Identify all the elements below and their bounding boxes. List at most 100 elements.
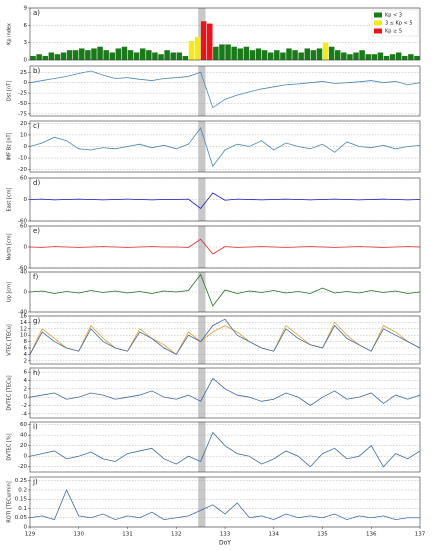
plot-frame: [29, 367, 421, 419]
bar: [72, 50, 79, 60]
plot-frame: [29, 271, 421, 313]
bar: [30, 55, 36, 60]
bar: [182, 55, 189, 60]
bar: [243, 46, 250, 60]
data-line: [29, 127, 421, 168]
x-tick-label: 129: [25, 532, 36, 538]
y-tick-label: 0: [24, 395, 28, 401]
bar: [146, 50, 152, 60]
panel-label: f): [33, 273, 38, 281]
y-tick-label: -20: [18, 464, 27, 470]
panel-label: j): [32, 478, 38, 486]
y-tick-label: 10: [20, 132, 27, 138]
y-tick-label: 0.15: [15, 497, 28, 503]
y-tick-label: 0: [24, 245, 28, 251]
y-tick-label: -20: [18, 167, 27, 173]
legend-swatch: [374, 20, 382, 26]
storm-highlight: [198, 368, 206, 418]
bar: [36, 54, 42, 60]
bar: [158, 54, 164, 60]
bar: [310, 50, 317, 60]
y-axis-label: Up [cm]: [7, 282, 13, 302]
x-tick-label: 134: [269, 532, 280, 538]
x-tick-label: 137: [415, 532, 426, 538]
bar: [109, 52, 116, 60]
y-tick-label: 60: [20, 422, 27, 428]
y-axis-label: Dst [nT]: [7, 81, 13, 101]
legend-swatch: [374, 12, 382, 18]
bar: [359, 50, 365, 60]
y-tick-label: 0: [24, 144, 28, 150]
bar: [261, 50, 268, 60]
y-tick-label: 0: [24, 525, 28, 531]
y-tick-label: -10: [18, 156, 27, 162]
plot-frame: [29, 177, 421, 222]
bar: [121, 46, 128, 60]
y-axis-label: ROTI [TECu/min]: [7, 481, 13, 522]
y-tick-label: 6: [24, 370, 28, 376]
legend-label: Kp ≥ 5: [385, 29, 402, 35]
plot-frame: [29, 315, 421, 365]
bar: [54, 54, 61, 60]
legend-swatch: [374, 28, 382, 34]
bar: [48, 52, 55, 60]
bar: [60, 52, 67, 60]
y-tick-label: -75: [18, 111, 27, 117]
data-line: [29, 377, 421, 406]
y-tick-label: 6: [24, 23, 28, 29]
y-axis-label: North [cm]: [7, 233, 13, 260]
panel-label: h): [33, 369, 40, 377]
y-tick-label: 0: [24, 197, 28, 203]
y-tick-label: 40: [20, 270, 27, 276]
bar: [164, 50, 170, 60]
data-line: [29, 488, 420, 521]
bar: [176, 52, 183, 60]
bar: [225, 44, 231, 60]
y-axis-label: IMF Bz [nT]: [7, 132, 13, 160]
bar: [97, 46, 103, 60]
y-tick-label: 20: [20, 121, 27, 127]
y-tick-label: 0.25: [15, 478, 28, 484]
bar: [85, 50, 91, 60]
data-line: [29, 318, 421, 355]
data-line: [29, 321, 421, 356]
y-tick-label: 4: [24, 352, 28, 358]
bar: [341, 52, 347, 60]
plot-frame: [29, 7, 421, 61]
y-tick-label: -60: [18, 266, 27, 272]
y-tick-label: 2: [24, 386, 28, 392]
storm-highlight: [198, 422, 206, 472]
panel-label: g): [33, 317, 40, 325]
y-tick-label: 14: [20, 320, 27, 326]
y-tick-label: -2: [22, 403, 27, 409]
legend-label: Kp < 3: [385, 13, 402, 19]
bar: [328, 46, 335, 60]
y-tick-label: -50: [18, 101, 27, 107]
plot-frame: [29, 120, 421, 173]
data-line: [29, 192, 421, 210]
bar: [249, 50, 256, 60]
y-axis-label: Kp index: [7, 23, 13, 45]
bar: [371, 54, 378, 60]
y-axis-label: DVTEC [TECu]: [7, 375, 13, 410]
y-tick-label: -25: [18, 91, 27, 97]
plot-frame: [29, 476, 421, 528]
panel-label: b): [33, 67, 40, 75]
data-line: [29, 238, 421, 255]
bar: [365, 54, 371, 60]
y-tick-label: 0.2: [18, 487, 27, 493]
y-tick-label: 60: [20, 224, 27, 230]
bar: [280, 52, 286, 60]
panel-label: e): [33, 227, 40, 235]
plot-frame: [29, 65, 421, 117]
bar: [395, 52, 402, 60]
bar: [402, 55, 408, 60]
bar: [334, 50, 341, 60]
bar: [103, 50, 109, 60]
y-tick-label: 0: [24, 58, 28, 64]
panel-label: a): [33, 9, 40, 17]
bar: [255, 48, 262, 60]
bar: [115, 48, 122, 60]
y-tick-label: 8: [24, 339, 28, 345]
